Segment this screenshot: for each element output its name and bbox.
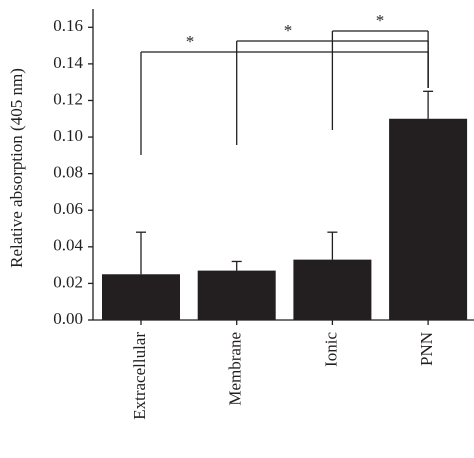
y-tick-label: 0.04 <box>53 236 83 255</box>
bar <box>293 259 372 320</box>
bar <box>389 118 468 320</box>
x-tick-label: Membrane <box>226 332 245 406</box>
y-tick-label: 0.08 <box>53 163 83 182</box>
y-tick-label: 0.16 <box>53 16 83 35</box>
y-tick-label: 0.00 <box>53 309 83 328</box>
x-tick-label: Ionic <box>321 332 340 367</box>
y-tick-label: 0.12 <box>53 89 83 108</box>
y-tick-label: 0.06 <box>53 199 83 218</box>
y-axis-label: Relative absorption (405 nm) <box>7 68 26 268</box>
bar <box>197 270 276 320</box>
significance-label: * <box>376 11 385 30</box>
significance-label: * <box>284 21 293 40</box>
y-tick-label: 0.14 <box>53 53 83 72</box>
y-tick-label: 0.02 <box>53 272 83 291</box>
x-tick-label: PNN <box>417 332 436 366</box>
y-tick-label: 0.10 <box>53 126 83 145</box>
bar <box>102 274 180 320</box>
x-tick-label: Extracellular <box>130 332 149 420</box>
significance-label: * <box>186 32 195 51</box>
